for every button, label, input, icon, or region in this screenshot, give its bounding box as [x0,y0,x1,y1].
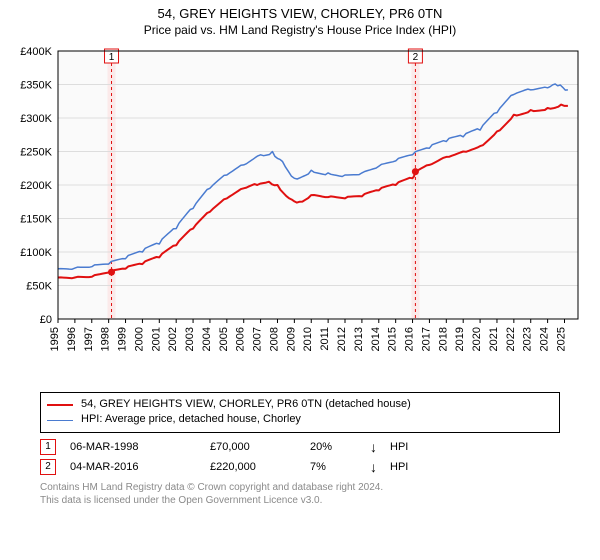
sale-hpi-1: HPI [390,441,430,453]
legend-label-1: 54, GREY HEIGHTS VIEW, CHORLEY, PR6 0TN … [81,397,411,412]
svg-text:1998: 1998 [100,327,112,351]
down-arrow-icon: ↓ [370,459,390,475]
sale-price-1: £70,000 [210,441,310,453]
svg-text:2012: 2012 [336,327,348,351]
svg-text:2005: 2005 [218,327,230,351]
svg-text:2001: 2001 [150,327,162,351]
svg-text:2024: 2024 [539,327,551,351]
legend-row-2: HPI: Average price, detached house, Chor… [47,412,553,427]
svg-text:2004: 2004 [201,327,213,351]
page-subtitle: Price paid vs. HM Land Registry's House … [0,23,600,37]
sale-date-1: 06-MAR-1998 [70,441,210,453]
svg-text:2: 2 [413,52,419,63]
svg-text:1: 1 [109,52,115,63]
svg-text:2008: 2008 [268,327,280,351]
svg-text:2009: 2009 [285,327,297,351]
svg-text:1999: 1999 [117,327,129,351]
svg-text:2018: 2018 [437,327,449,351]
legend-row-1: 54, GREY HEIGHTS VIEW, CHORLEY, PR6 0TN … [47,397,553,412]
sale-hpi-2: HPI [390,461,430,473]
legend-swatch-2 [47,420,73,421]
footnote-line-1: Contains HM Land Registry data © Crown c… [40,481,560,494]
sale-pct-1: 20% [310,441,370,453]
footnote-line-2: This data is licensed under the Open Gov… [40,494,560,507]
footnote: Contains HM Land Registry data © Crown c… [40,481,560,507]
svg-text:2017: 2017 [420,327,432,351]
svg-text:2019: 2019 [454,327,466,351]
svg-text:2014: 2014 [370,327,382,351]
svg-text:£150K: £150K [20,214,52,226]
svg-text:£0: £0 [40,314,52,326]
down-arrow-icon: ↓ [370,439,390,455]
svg-text:£50K: £50K [26,281,52,293]
svg-text:£400K: £400K [20,46,52,58]
svg-text:2016: 2016 [404,327,416,351]
sale-marker-2: 2 [40,459,56,475]
svg-text:2011: 2011 [319,327,331,351]
sale-pct-2: 7% [310,461,370,473]
legend: 54, GREY HEIGHTS VIEW, CHORLEY, PR6 0TN … [40,392,560,433]
svg-text:2006: 2006 [235,327,247,351]
svg-text:£100K: £100K [20,247,52,259]
svg-text:1997: 1997 [83,327,95,351]
svg-text:£200K: £200K [20,180,52,192]
sales-row-2: 2 04-MAR-2016 £220,000 7% ↓ HPI [40,457,560,477]
sale-date-2: 04-MAR-2016 [70,461,210,473]
sale-marker-1: 1 [40,439,56,455]
page-title: 54, GREY HEIGHTS VIEW, CHORLEY, PR6 0TN [0,6,600,21]
legend-swatch-1 [47,404,73,406]
svg-text:2015: 2015 [387,327,399,351]
chart-svg: £0 £50K £100K £150K £200K £250K £300K £350K £400… [10,43,590,383]
svg-text:2002: 2002 [167,327,179,351]
sales-row-1: 1 06-MAR-1998 £70,000 20% ↓ HPI [40,437,560,457]
price-chart: £0 £50K £100K £150K £200K £250K £300K £350K £400… [10,43,590,388]
svg-text:1996: 1996 [66,327,78,351]
svg-text:2020: 2020 [471,327,483,351]
svg-text:2007: 2007 [252,327,264,351]
svg-text:£300K: £300K [20,113,52,125]
svg-text:2022: 2022 [505,327,517,351]
svg-text:1995: 1995 [49,327,61,351]
svg-text:2023: 2023 [522,327,534,351]
legend-label-2: HPI: Average price, detached house, Chor… [81,412,301,427]
svg-text:£350K: £350K [20,80,52,92]
sale-price-2: £220,000 [210,461,310,473]
svg-text:2013: 2013 [353,327,365,351]
svg-text:2000: 2000 [133,327,145,351]
sales-table: 1 06-MAR-1998 £70,000 20% ↓ HPI 2 04-MAR… [40,437,560,477]
svg-text:2003: 2003 [184,327,196,351]
svg-text:2025: 2025 [555,327,567,351]
svg-text:2021: 2021 [488,327,500,351]
svg-text:2010: 2010 [302,327,314,351]
svg-text:£250K: £250K [20,147,52,159]
